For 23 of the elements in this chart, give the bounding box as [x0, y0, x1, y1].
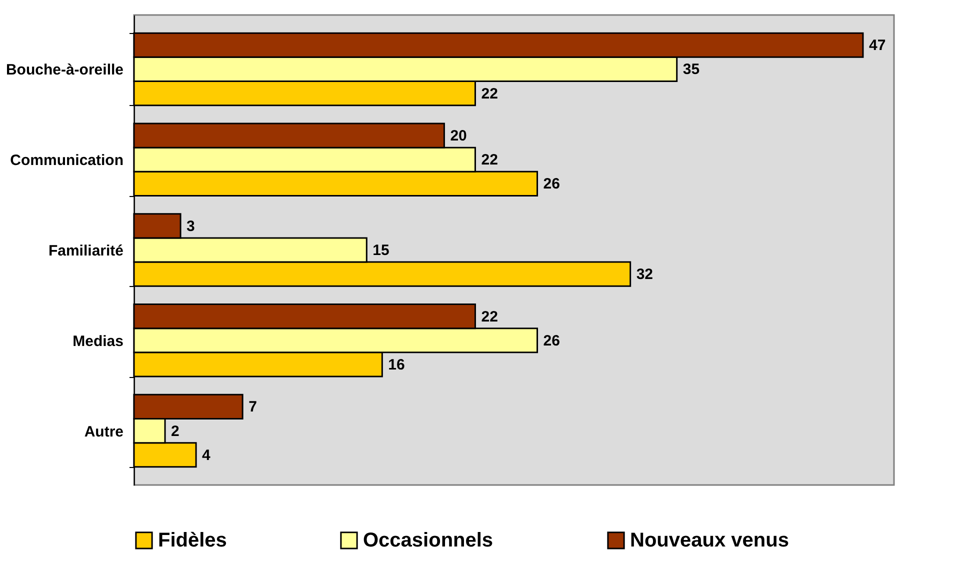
- data-label: 4: [202, 446, 212, 464]
- data-label: 16: [388, 356, 405, 374]
- data-label: 26: [543, 176, 560, 193]
- y-tick-label: Communication: [10, 152, 124, 170]
- data-label: 22: [481, 152, 498, 169]
- legend-label: Occasionnels: [363, 529, 494, 552]
- data-label: 20: [450, 128, 467, 145]
- data-label: 7: [248, 398, 257, 416]
- y-tick-label: Familiarité: [48, 242, 124, 260]
- data-label: 22: [481, 85, 498, 102]
- data-label: 3: [186, 218, 195, 235]
- data-label: 32: [636, 266, 654, 284]
- y-tick-label: Autre: [84, 423, 124, 440]
- data-label: 35: [682, 61, 700, 78]
- legend-label: Nouveaux venus: [630, 529, 789, 552]
- legend-label: Fidèles: [158, 529, 227, 552]
- data-label: 15: [372, 242, 390, 259]
- data-label: 47: [868, 37, 886, 54]
- data-label: 22: [481, 308, 498, 326]
- data-label: 2: [171, 422, 180, 440]
- data-label: 26: [543, 332, 560, 350]
- y-tick-label: Bouche-à-oreille: [6, 62, 124, 79]
- y-tick-label: Medias: [72, 332, 124, 350]
